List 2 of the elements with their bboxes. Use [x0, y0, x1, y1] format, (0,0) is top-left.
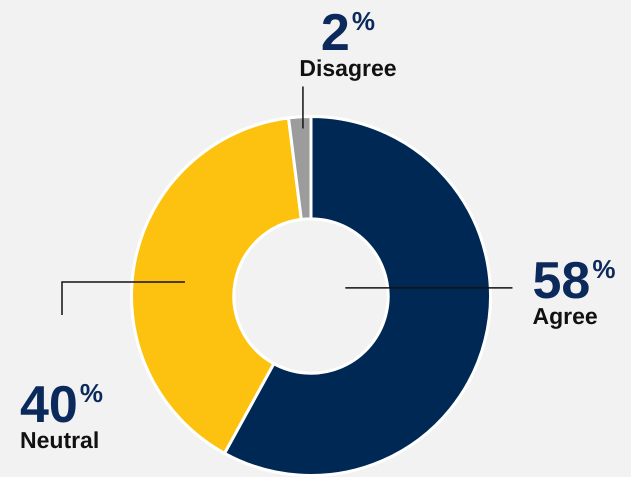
slice-label: Agree [532, 302, 598, 329]
slice-label: Neutral [20, 426, 100, 453]
